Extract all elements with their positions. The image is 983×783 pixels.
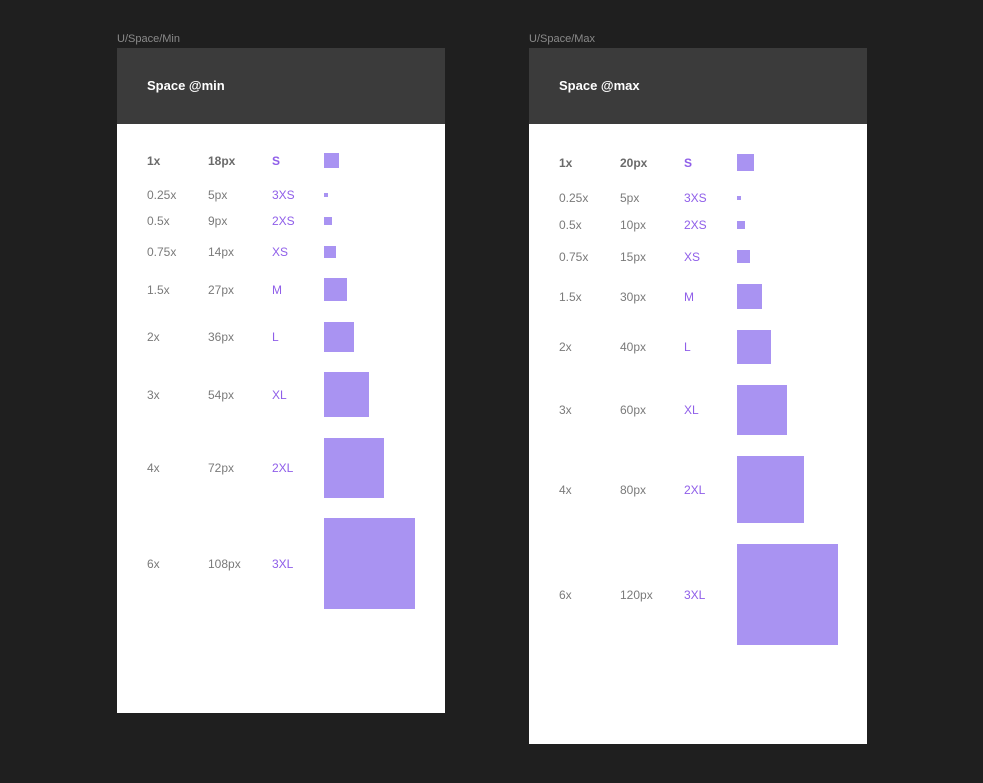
- frame-label-max: U/Space/Max: [529, 33, 596, 45]
- size-label: 27px: [208, 282, 235, 297]
- size-label: 10px: [620, 218, 647, 232]
- multiplier-label: 1.5x: [559, 289, 582, 304]
- multiplier-label: 2x: [147, 329, 160, 344]
- multiplier-label: 1x: [147, 153, 161, 168]
- size-swatch: [737, 284, 762, 309]
- size-label: 18px: [208, 153, 236, 168]
- token-label: S: [684, 155, 693, 170]
- token-label: 3XS: [684, 191, 707, 205]
- token-label: XS: [684, 249, 701, 264]
- token-label: 2XL: [272, 460, 294, 475]
- multiplier-label: 0.5x: [147, 214, 170, 228]
- space-min-card: Space @min 1x 18px S 0.25x 5px 3XS 0.5x 9px 2XS 0…: [117, 48, 445, 713]
- size-swatch: [737, 385, 787, 435]
- size-swatch: [324, 217, 332, 225]
- size-label: 120px: [620, 587, 653, 602]
- multiplier-label: 3x: [147, 387, 160, 402]
- token-label: XL: [684, 403, 699, 417]
- size-swatch: [324, 153, 339, 168]
- multiplier-label: 3x: [559, 403, 572, 417]
- size-swatch: [324, 321, 354, 352]
- size-swatch: [737, 456, 804, 523]
- card-header: Space @max: [529, 48, 867, 124]
- multiplier-label: 2x: [559, 340, 572, 354]
- size-label: 80px: [620, 482, 647, 497]
- size-label: 36px: [208, 329, 235, 344]
- size-swatch: [737, 330, 771, 364]
- size-swatch: [737, 544, 838, 645]
- multiplier-label: 0.25x: [147, 187, 177, 202]
- size-label: 20px: [620, 155, 648, 170]
- token-label: L: [272, 329, 279, 344]
- size-label: 54px: [208, 387, 235, 402]
- token-label: S: [272, 153, 281, 168]
- token-label: 3XL: [684, 587, 706, 602]
- size-swatch: [737, 250, 750, 263]
- token-label: L: [684, 340, 691, 354]
- size-swatch: [324, 245, 336, 258]
- size-swatch: [324, 372, 369, 417]
- card-header: Space @min: [117, 48, 445, 124]
- size-swatch: [324, 437, 384, 498]
- frame-label-min: U/Space/Min: [117, 33, 180, 45]
- size-label: 5px: [620, 191, 640, 205]
- size-label: 30px: [620, 289, 647, 304]
- multiplier-label: 0.25x: [559, 191, 589, 205]
- size-swatch: [324, 192, 328, 197]
- size-label: 40px: [620, 340, 647, 354]
- size-label: 9px: [208, 214, 228, 228]
- size-swatch: [324, 518, 415, 609]
- multiplier-label: 1.5x: [147, 282, 170, 297]
- token-label: XS: [272, 244, 289, 259]
- size-label: 60px: [620, 403, 647, 417]
- multiplier-label: 0.75x: [559, 249, 589, 264]
- token-label: 2XS: [684, 218, 707, 232]
- multiplier-label: 6x: [147, 556, 160, 571]
- multiplier-label: 6x: [559, 587, 572, 602]
- token-label: 3XL: [272, 556, 294, 571]
- token-label: 3XS: [272, 187, 295, 202]
- card-title: Space @max: [559, 78, 640, 93]
- size-swatch: [737, 154, 754, 171]
- token-label: 2XS: [272, 214, 295, 228]
- size-label: 72px: [208, 460, 235, 475]
- multiplier-label: 1x: [559, 155, 573, 170]
- size-label: 14px: [208, 244, 235, 259]
- multiplier-label: 0.5x: [559, 218, 582, 232]
- size-label: 15px: [620, 249, 647, 264]
- size-swatch: [324, 278, 347, 301]
- multiplier-label: 4x: [559, 482, 572, 497]
- space-max-card: Space @max 1x 20px S 0.25x 5px 3XS 0.5x 10px 2XS…: [529, 48, 867, 744]
- size-swatch: [737, 196, 741, 200]
- size-label: 108px: [208, 556, 241, 571]
- size-label: 5px: [208, 187, 228, 202]
- token-label: M: [684, 289, 694, 304]
- size-swatch: [737, 221, 745, 229]
- card-title: Space @min: [147, 78, 225, 93]
- token-label: 2XL: [684, 482, 706, 497]
- multiplier-label: 0.75x: [147, 244, 177, 259]
- multiplier-label: 4x: [147, 460, 160, 475]
- token-label: M: [272, 282, 282, 297]
- token-label: XL: [272, 387, 287, 402]
